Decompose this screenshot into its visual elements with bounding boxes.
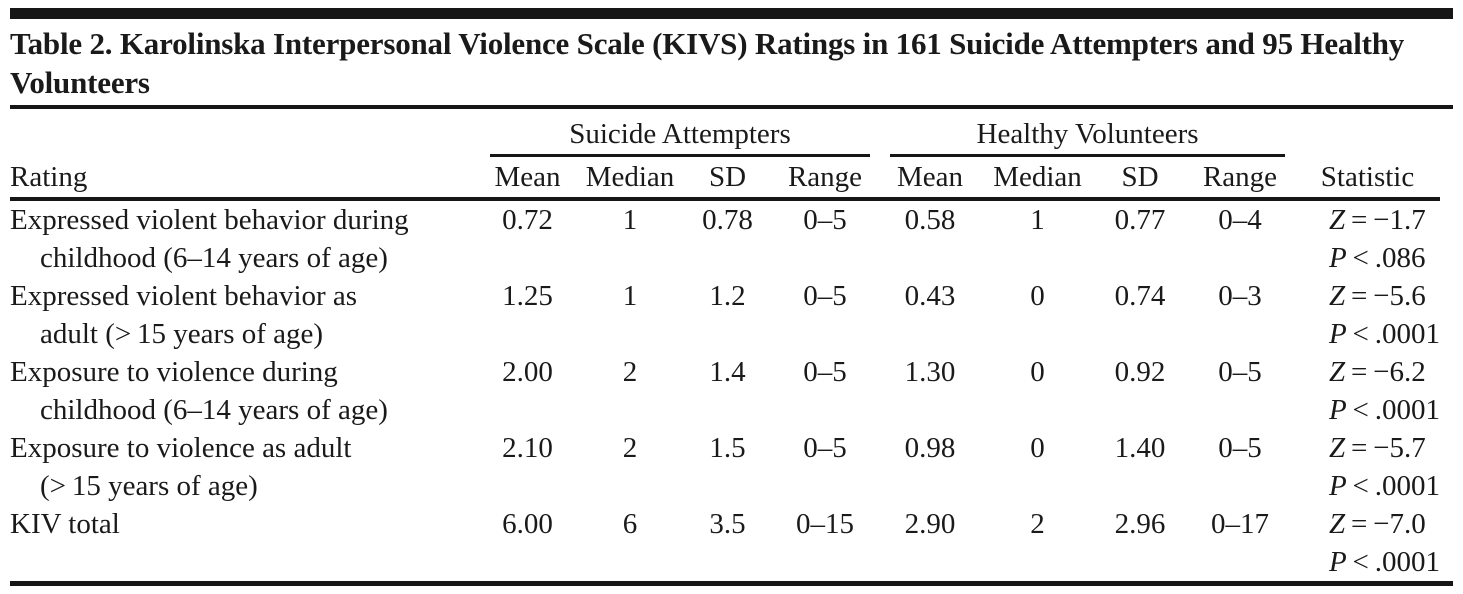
column-header-hv-sd: SD [1095, 157, 1185, 201]
cell-hv-range: 0–5 [1218, 356, 1262, 388]
rating-label-line1: Exposure to violence during [10, 356, 338, 388]
bottom-rule [10, 581, 1453, 586]
cell-sa-sd: 1.2 [709, 280, 746, 312]
column-header-rating: Rating [10, 157, 480, 201]
statistic-z-value: Z = −5.6 [1329, 280, 1426, 312]
cell-sa-sd: 1.4 [709, 356, 746, 388]
cell-hv-mean: 2.90 [904, 508, 956, 540]
column-header-hv-range: Range [1185, 157, 1296, 201]
statistic-p-value: P < .086 [1329, 242, 1426, 274]
statistic-z-value: Z = −6.2 [1329, 356, 1426, 388]
cell-sa-mean: 6.00 [502, 508, 553, 540]
cell-sa-mean: 0.72 [502, 204, 553, 236]
column-header-sa-median: Median [575, 157, 685, 201]
top-rule [10, 8, 1453, 19]
cell-sa-range: 0–15 [796, 508, 854, 540]
statistic-p-value: P < .0001 [1329, 394, 1440, 426]
cell-sa-median: 6 [622, 508, 638, 540]
cell-sa-median: 2 [622, 356, 638, 388]
cell-hv-median: 0 [1030, 432, 1045, 464]
kivs-table: Suicide Attempters Healthy Volunteers Ra… [10, 109, 1441, 581]
rating-label-line1: Exposure to violence as adult [10, 432, 352, 464]
cell-sa-sd: 0.78 [702, 204, 753, 236]
statistic-p-value: P < .0001 [1329, 318, 1440, 350]
table-row: Expressed violent behavior during childh… [10, 199, 1440, 277]
group-label-healthy-volunteers: Healthy Volunteers [890, 109, 1286, 157]
cell-statistic: Z = −5.6 P < .0001 [1295, 277, 1440, 353]
cell-rating: Expressed violent behavior during childh… [10, 199, 480, 277]
statistic-z-value: Z = −1.7 [1329, 204, 1426, 236]
table-title: Table 2. Karolinska Interpersonal Violen… [10, 26, 1405, 100]
cell-sa-mean: 2.00 [502, 356, 553, 388]
rating-label-line1: Expressed violent behavior during [10, 204, 409, 236]
cell-sa-range: 0–5 [803, 432, 847, 464]
cell-statistic: Z = −1.7 P < .086 [1295, 199, 1440, 277]
cell-hv-median: 0 [1030, 356, 1045, 388]
cell-rating: KIV total [10, 505, 480, 581]
cell-hv-mean: 1.30 [904, 356, 956, 388]
cell-hv-range: 0–4 [1218, 204, 1262, 236]
table-row: Exposure to violence as adult (> 15 year… [10, 429, 1440, 505]
cell-statistic: Z = −5.7 P < .0001 [1295, 429, 1440, 505]
table-row: Exposure to violence during childhood (6… [10, 353, 1440, 429]
cell-hv-sd: 1.40 [1114, 432, 1166, 464]
rating-label-line2: childhood (6–14 years of age) [40, 394, 388, 426]
cell-sa-mean: 2.10 [502, 432, 553, 464]
cell-hv-median: 0 [1030, 280, 1045, 312]
cell-hv-range: 0–17 [1211, 508, 1270, 540]
rating-label-line2: childhood (6–14 years of age) [40, 242, 388, 274]
group-header-suicide-attempters: Suicide Attempters [480, 109, 880, 157]
cell-hv-sd: 0.74 [1114, 280, 1166, 312]
cell-sa-median: 1 [622, 280, 638, 312]
group-header-spacer [1295, 109, 1440, 157]
cell-hv-mean: 0.98 [904, 432, 956, 464]
column-header-statistic: Statistic [1295, 157, 1441, 201]
cell-sa-range: 0–5 [803, 204, 847, 236]
column-header-hv-median: Median [980, 157, 1095, 201]
cell-sa-range: 0–5 [803, 356, 847, 388]
cell-statistic: Z = −7.0 P < .0001 [1295, 505, 1440, 581]
cell-hv-range: 0–5 [1218, 432, 1262, 464]
table-row: Expressed violent behavior as adult (> 1… [10, 277, 1440, 353]
cell-hv-mean: 0.43 [904, 280, 956, 312]
column-header-sa-mean: Mean [480, 157, 575, 201]
group-header-row: Suicide Attempters Healthy Volunteers [10, 109, 1440, 157]
group-header-spacer [10, 109, 480, 157]
cell-sa-median: 1 [622, 204, 638, 236]
group-header-healthy-volunteers: Healthy Volunteers [880, 109, 1295, 157]
cell-rating: Exposure to violence during childhood (6… [10, 353, 480, 429]
cell-sa-median: 2 [622, 432, 638, 464]
cell-hv-range: 0–3 [1218, 280, 1262, 312]
rating-label-line2: adult (> 15 years of age) [40, 318, 324, 350]
statistic-z-value: Z = −5.7 [1329, 432, 1426, 464]
statistic-p-value: P < .0001 [1329, 546, 1440, 578]
cell-hv-sd: 0.77 [1114, 204, 1166, 236]
cell-sa-mean: 1.25 [502, 280, 553, 312]
group-label-suicide-attempters: Suicide Attempters [490, 109, 870, 157]
cell-sa-range: 0–5 [803, 280, 847, 312]
cell-hv-sd: 2.96 [1114, 508, 1166, 540]
cell-hv-mean: 0.58 [904, 204, 956, 236]
column-header-sa-range: Range [770, 157, 880, 201]
rating-label-line2: (> 15 years of age) [40, 470, 258, 502]
statistic-p-value: P < .0001 [1329, 470, 1440, 502]
table-row: KIV total 6.00 6 3.5 0–15 2.90 2 2.96 0–… [10, 505, 1440, 581]
cell-sa-sd: 3.5 [709, 508, 746, 540]
cell-rating: Expressed violent behavior as adult (> 1… [10, 277, 480, 353]
cell-statistic: Z = −6.2 P < .0001 [1295, 353, 1440, 429]
column-header-sa-sd: SD [685, 157, 770, 201]
statistic-z-value: Z = −7.0 [1329, 508, 1426, 540]
cell-hv-median: 1 [1030, 204, 1045, 236]
cell-hv-sd: 0.92 [1114, 356, 1166, 388]
column-header-hv-mean: Mean [880, 157, 980, 201]
rating-label-line1: Expressed violent behavior as [10, 280, 358, 312]
cell-hv-median: 2 [1030, 508, 1045, 540]
title-rule [10, 105, 1453, 109]
rating-label-line1: KIV total [10, 508, 120, 540]
cell-rating: Exposure to violence as adult (> 15 year… [10, 429, 480, 505]
cell-sa-sd: 1.5 [709, 432, 746, 464]
column-header-row: Rating Mean Median SD Range Mean Median … [10, 157, 1441, 201]
